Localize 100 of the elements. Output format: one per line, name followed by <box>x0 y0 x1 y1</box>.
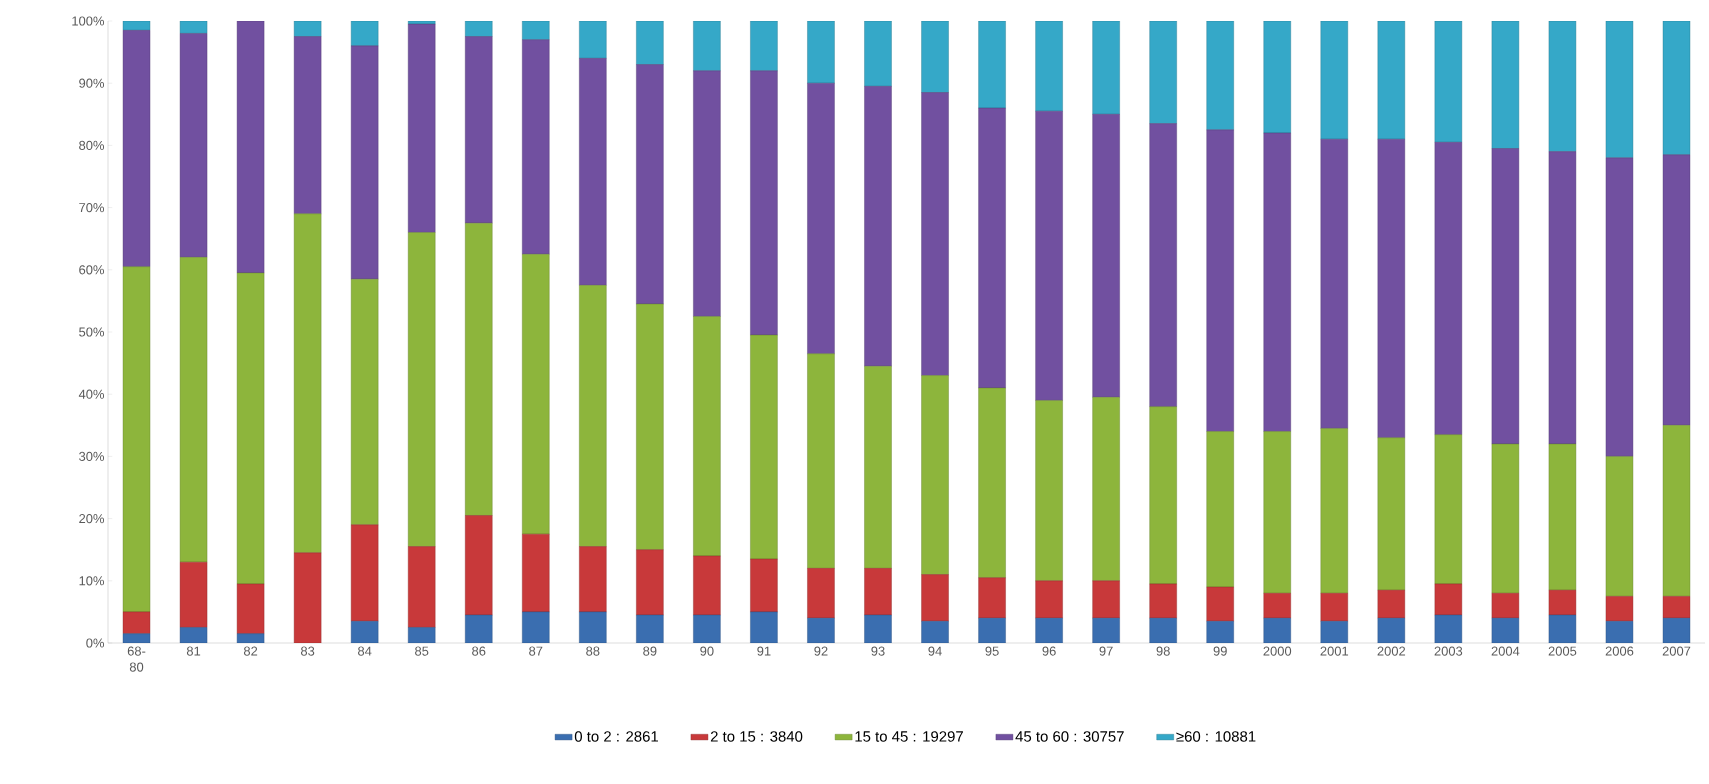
bar <box>1206 129 1234 432</box>
bar <box>179 257 208 563</box>
bar <box>1092 20 1120 115</box>
bar <box>522 611 550 643</box>
bar <box>236 272 265 585</box>
bar <box>350 524 379 622</box>
bar <box>978 577 1006 619</box>
x-tick-label: 90 <box>700 646 714 656</box>
bar <box>693 70 721 317</box>
bar <box>693 20 721 71</box>
x-tick-label: 92 <box>814 646 828 656</box>
y-tick-label: 40% <box>78 389 105 399</box>
bar <box>350 278 379 526</box>
bar <box>1662 154 1691 426</box>
bar <box>465 222 493 516</box>
bar <box>408 546 436 628</box>
bar <box>1605 20 1634 159</box>
x-tick-label: 86 <box>472 646 486 656</box>
x-tick-label: 93 <box>871 646 885 656</box>
bar <box>1263 132 1291 432</box>
bar <box>1149 20 1177 124</box>
bar <box>1377 20 1406 140</box>
legend-label: 2 to 15 : 3840 <box>710 731 803 742</box>
bar <box>978 20 1006 109</box>
x-tick-label: 99 <box>1213 646 1227 656</box>
x-tick-label: 2003 <box>1434 646 1463 656</box>
bar <box>408 23 436 233</box>
bar <box>1377 138 1406 438</box>
bar <box>579 546 607 613</box>
y-tick-label: 50% <box>79 327 105 337</box>
bar <box>179 561 208 628</box>
y-tick-label: 20% <box>79 514 105 524</box>
bar <box>1263 20 1291 134</box>
bar <box>978 107 1006 389</box>
bar <box>1434 20 1463 143</box>
bar <box>522 39 550 255</box>
bar <box>807 568 835 619</box>
y-tick-label: 10% <box>79 576 105 586</box>
bar <box>921 375 949 575</box>
bar <box>1035 20 1063 112</box>
legend-label: ≥60 : 10881 <box>1176 731 1256 742</box>
bar <box>921 92 949 376</box>
bar <box>1605 456 1634 597</box>
bar <box>1320 428 1348 594</box>
bar <box>921 20 949 93</box>
x-tick-label: 87 <box>529 646 543 656</box>
bar <box>636 20 664 65</box>
bar <box>1206 431 1234 588</box>
bar <box>579 285 607 547</box>
bar <box>1434 142 1463 435</box>
bar <box>750 70 778 336</box>
x-tick-label: 2006 <box>1605 646 1634 656</box>
x-tick-label: 97 <box>1099 646 1113 656</box>
bar <box>1035 580 1063 619</box>
legend-label: 15 to 45 : 19297 <box>855 731 963 742</box>
x-tick-label: 2007 <box>1662 646 1691 656</box>
bar <box>1149 583 1177 619</box>
bar <box>1206 20 1234 131</box>
bar <box>465 515 493 616</box>
x-tick-label: 81 <box>186 646 201 656</box>
bar <box>293 552 322 643</box>
x-tick-label: 2002 <box>1377 646 1406 656</box>
bar <box>465 36 493 224</box>
bar <box>1092 114 1120 398</box>
bar <box>1092 397 1120 581</box>
bar <box>1491 20 1520 149</box>
bar <box>1320 20 1348 140</box>
bar <box>1035 400 1063 581</box>
x-tick-label: 2005 <box>1548 646 1577 656</box>
bar <box>236 20 265 274</box>
bar <box>636 549 664 616</box>
bar <box>750 611 778 643</box>
bar <box>1548 443 1577 591</box>
bar <box>1149 123 1177 407</box>
bar <box>864 86 892 367</box>
bar <box>807 20 835 84</box>
bar <box>122 30 151 267</box>
bar <box>1320 138 1348 429</box>
x-tick-label: 82 <box>243 646 258 656</box>
y-tick-label: 70% <box>79 203 105 213</box>
x-tick-label: 88 <box>586 646 600 656</box>
bar <box>293 213 322 554</box>
bar <box>693 555 721 616</box>
y-tick-label: 60% <box>79 265 105 275</box>
x-tick-label: 89 <box>643 646 657 656</box>
y-tick-label: 30% <box>79 451 105 461</box>
x-tick-label: 68-80 <box>127 646 146 672</box>
bar <box>978 387 1006 578</box>
bar <box>1548 151 1577 445</box>
x-tick-label: 94 <box>928 646 942 656</box>
bar <box>693 316 721 557</box>
bar <box>864 366 892 569</box>
x-tick-label: 84 <box>358 646 372 656</box>
bar <box>408 232 436 547</box>
x-tick-label: 2000 <box>1263 646 1292 656</box>
bar <box>522 254 550 535</box>
bar <box>1092 580 1120 619</box>
bar <box>579 58 607 286</box>
y-tick-label: 0% <box>86 638 105 648</box>
bar <box>807 353 835 569</box>
